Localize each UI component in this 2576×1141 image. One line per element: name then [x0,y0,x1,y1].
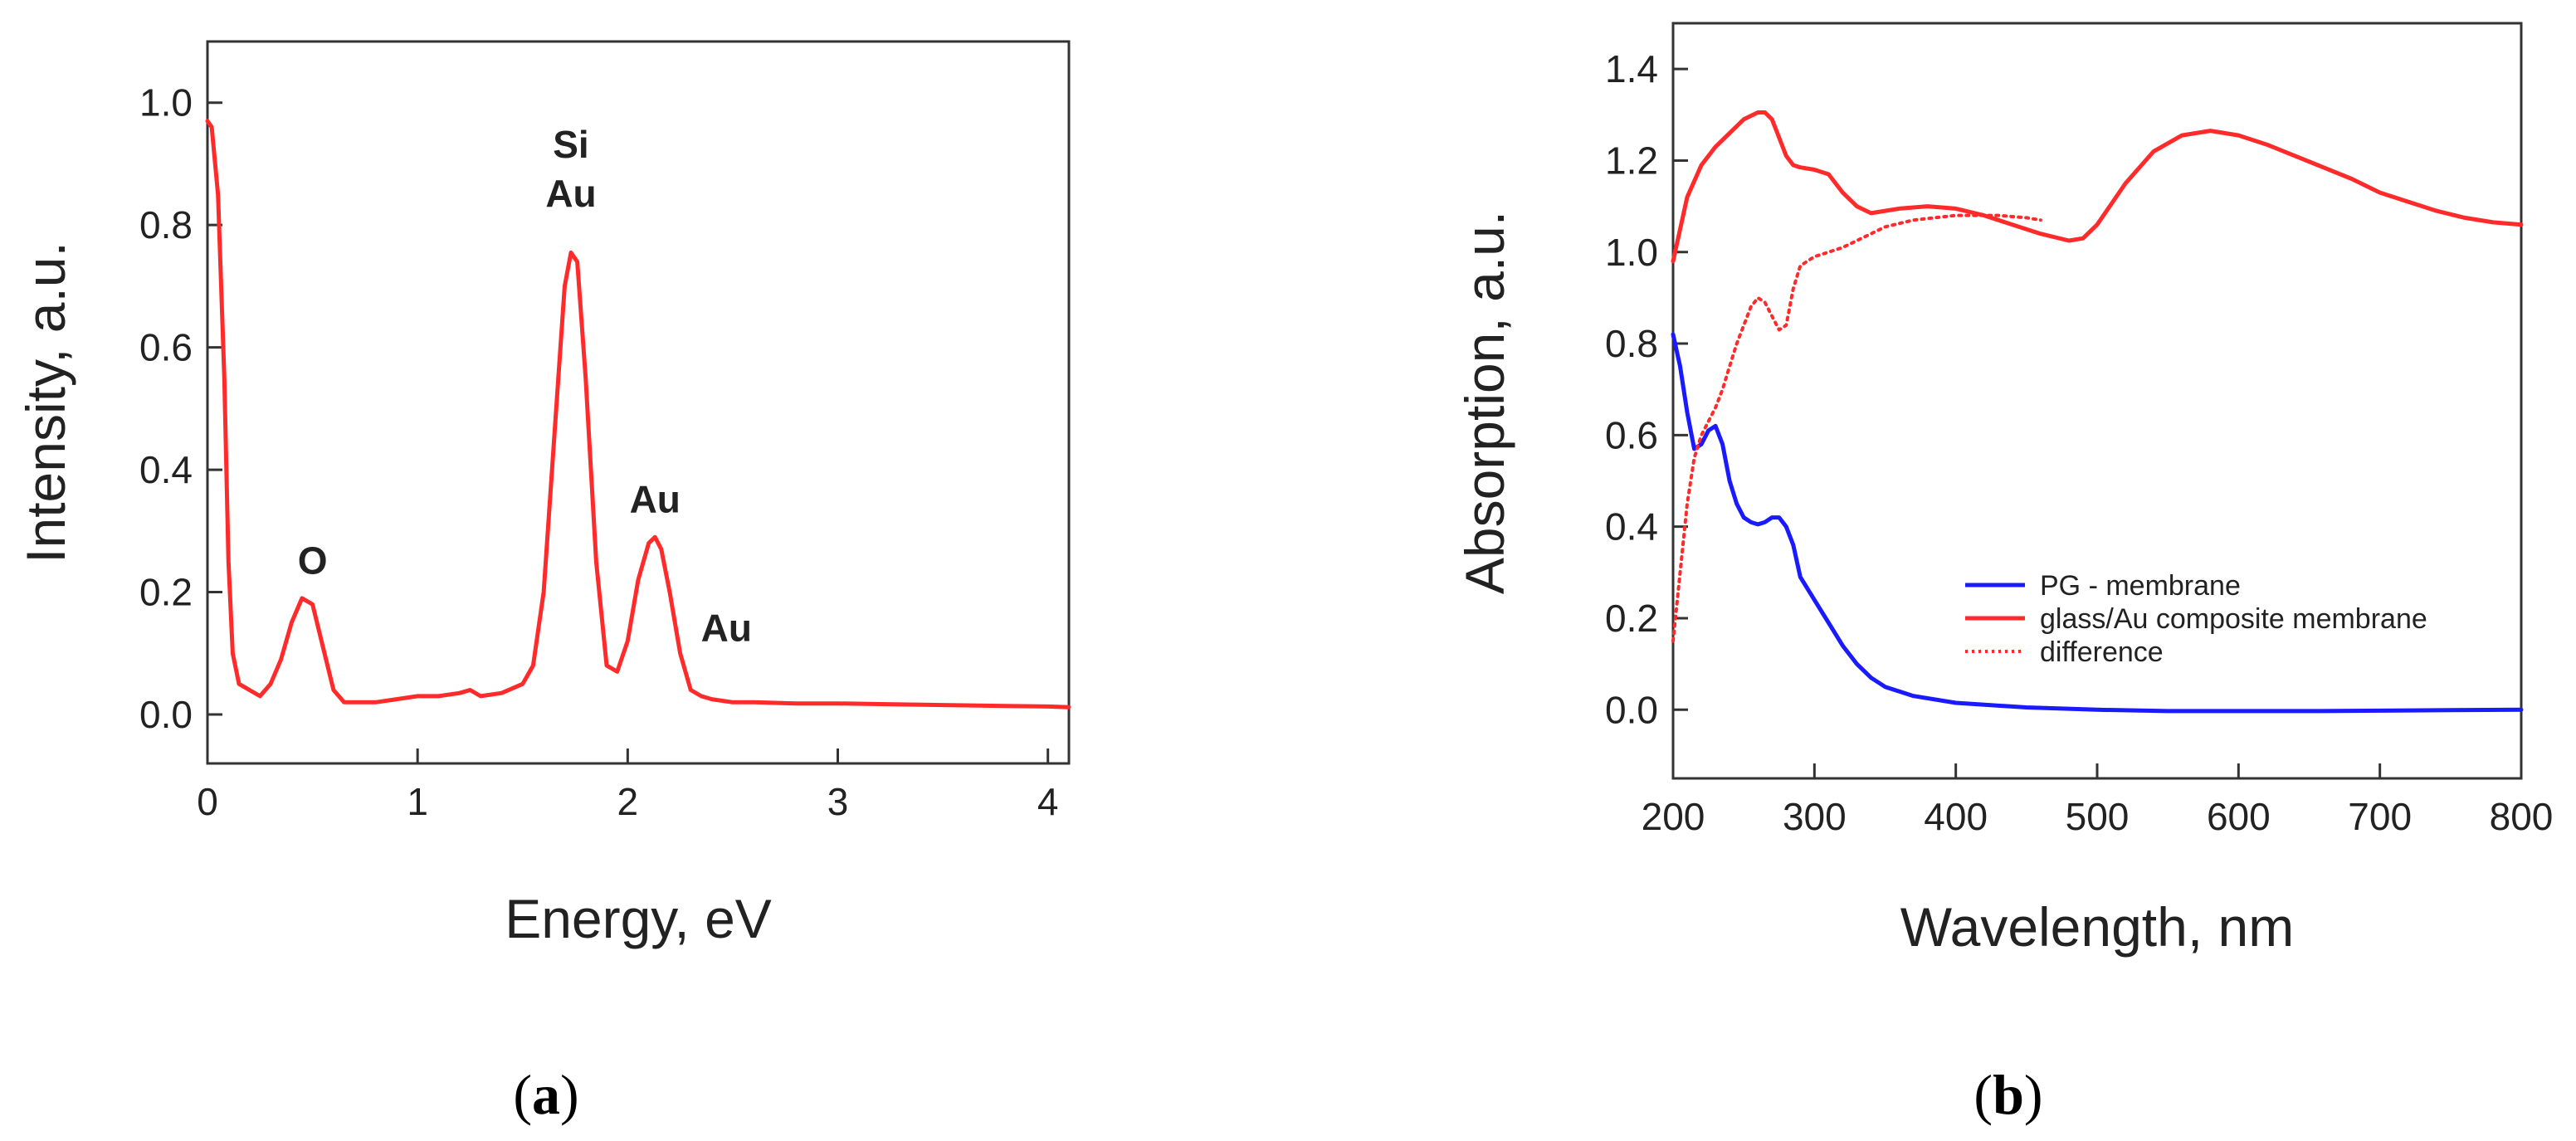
panel-b-x-tick-label: 800 [2490,795,2554,838]
panel-b-x-axis-title: Wavelength, nm [1900,896,2294,958]
panel-a-chart: 0 1 2 3 4 0.0 0.2 0.4 0.6 0.8 1.0 O Si Au Au Au Energy,… [15,40,1071,1126]
panel-b-axes: 200 300 400 500 600 700 800 0.0 0.2 0.4 0.6 0.8 1.0 1… [1605,47,2553,838]
panel-b-x-tick-label: 400 [1924,795,1988,838]
panel-a-y-axis-title: Intensity, a.u. [15,241,76,563]
panel-a-peak-label-1: Si [553,123,588,166]
panel-a-x-tick-label: 1 [407,780,428,823]
legend-label-pg-membrane: PG - membrane [2040,570,2241,602]
panel-a-peak-label-4: Au [701,607,752,650]
panel-b-series-line-2 [1671,213,2042,643]
panel-b-y-tick-label: 0.8 [1605,322,1658,365]
panel-b-y-tick-label: 1.0 [1605,231,1658,274]
panel-a-peak-label-3: Au [630,478,681,521]
panel-a-axes: 0 1 2 3 4 0.0 0.2 0.4 0.6 0.8 1.0 O Si Au Au Au [139,81,1071,823]
panel-a-x-tick-label: 2 [617,780,639,823]
panel-b-y-tick-label: 1.4 [1605,47,1658,90]
panel-a-peak-label-2: Au [545,172,596,215]
panel-b-x-tick-label: 200 [1642,795,1705,838]
panel-a-x-tick-label: 0 [197,780,218,823]
panel-a-x-axis-title: Energy, eV [505,888,772,949]
panel-b-y-tick-label: 0.4 [1605,505,1658,549]
panel-b-series-line-0 [1671,332,2524,714]
panel-b-y-tick-label: 1.2 [1605,139,1658,182]
panel-a-label: (a) [513,1063,578,1126]
panel-a-y-tick-label: 0.6 [139,326,193,369]
panel-b-y-tick-label: 0.0 [1605,688,1658,731]
panel-b-label: (b) [1973,1063,2042,1126]
panel-a-x-tick-label: 4 [1037,780,1059,823]
panel-b-y-tick-label: 0.2 [1605,597,1658,640]
panel-a-y-tick-label: 0.4 [139,448,193,491]
panel-b-legend: PG - membrane glass/Au composite membran… [1965,570,2427,668]
panel-a-peak-label-0: O [298,539,328,582]
legend-label-glass-au: glass/Au composite membrane [2040,603,2427,635]
panel-b-y-axis-title: Absorption, a.u. [1454,211,1515,594]
panel-b-x-tick-label: 700 [2348,795,2412,838]
panel-a-y-tick-label: 0.2 [139,571,193,614]
legend-label-difference: difference [2040,636,2164,668]
panel-b-y-tick-label: 0.6 [1605,413,1658,456]
panel-b-x-tick-label: 300 [1783,795,1847,838]
panel-a-series-line-0 [205,119,1071,709]
panel-a-x-tick-label: 3 [827,780,849,823]
panel-a-y-tick-label: 0.8 [139,203,193,246]
panel-a-y-tick-label: 1.0 [139,81,193,124]
panel-b-series-line-1 [1671,110,2524,264]
panel-a-y-tick-label: 0.0 [139,693,193,736]
panel-a-plot-frame [206,40,1071,765]
panel-b-chart: 200 300 400 500 600 700 800 0.0 0.2 0.4 0.6 0.8 1.0 1… [1454,22,2553,1126]
panel-b-x-tick-label: 500 [2066,795,2130,838]
panel-b-x-tick-label: 600 [2207,795,2271,838]
